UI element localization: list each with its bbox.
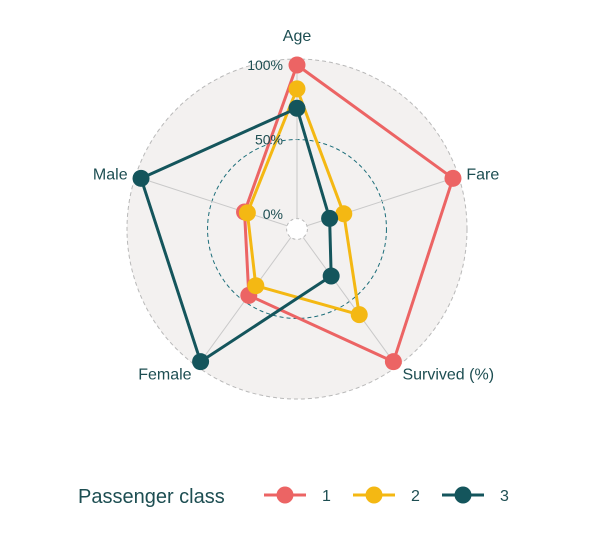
legend-label-3: 3 <box>500 488 509 505</box>
series-2-line <box>245 87 361 317</box>
series-2 <box>238 80 368 324</box>
axis-label-survived: Survived (%) <box>402 366 494 383</box>
tick-label-0: 0% <box>263 206 283 222</box>
legend-item-2: 2 <box>353 486 420 505</box>
legend-key-point-2 <box>365 486 383 504</box>
series-1-point-survived <box>384 353 402 371</box>
series-2-point-age <box>288 80 306 98</box>
series-3-point-fare <box>321 209 339 227</box>
legend: Passenger class 1 2 3 <box>78 486 509 508</box>
series-layer <box>132 56 462 371</box>
series-1 <box>236 56 462 371</box>
series-2-point-fare <box>335 205 353 223</box>
series-1-point-fare <box>444 169 462 187</box>
legend-label-1: 1 <box>322 488 331 505</box>
legend-title: Passenger class <box>78 486 225 508</box>
axis-label-fare: Fare <box>466 167 499 184</box>
legend-key-point-3 <box>454 486 472 504</box>
series-3-point-age <box>288 99 306 117</box>
legend-label-2: 2 <box>411 488 420 505</box>
label-layer: 0% 50% 100%Age Fare Survived (%) Female Male <box>93 28 499 383</box>
radar-inner-ring <box>286 218 308 240</box>
legend-item-1: 1 <box>264 486 331 505</box>
axis-label-age: Age <box>283 28 312 45</box>
series-3-point-male <box>132 169 150 187</box>
tick-label-50: 50% <box>255 132 283 148</box>
series-1-point-age <box>288 56 306 74</box>
radar-spoke-survived- <box>302 237 398 367</box>
series-3-line <box>139 106 333 364</box>
series-1-line <box>243 63 455 364</box>
legend-key-point-1 <box>276 486 294 504</box>
series-3-point-survived <box>322 267 340 285</box>
grid-layer <box>126 58 468 400</box>
tick-label-100: 100% <box>247 57 283 73</box>
radar-spoke-male <box>135 175 288 227</box>
axis-label-female: Female <box>138 366 191 383</box>
axis-label-male: Male <box>93 167 128 184</box>
series-2-point-male <box>238 204 256 222</box>
series-2-point-survived <box>350 306 368 324</box>
series-2-point-female <box>247 277 265 295</box>
legend-item-3: 3 <box>442 486 509 505</box>
series-3 <box>132 99 340 371</box>
series-3-point-female <box>192 353 210 371</box>
